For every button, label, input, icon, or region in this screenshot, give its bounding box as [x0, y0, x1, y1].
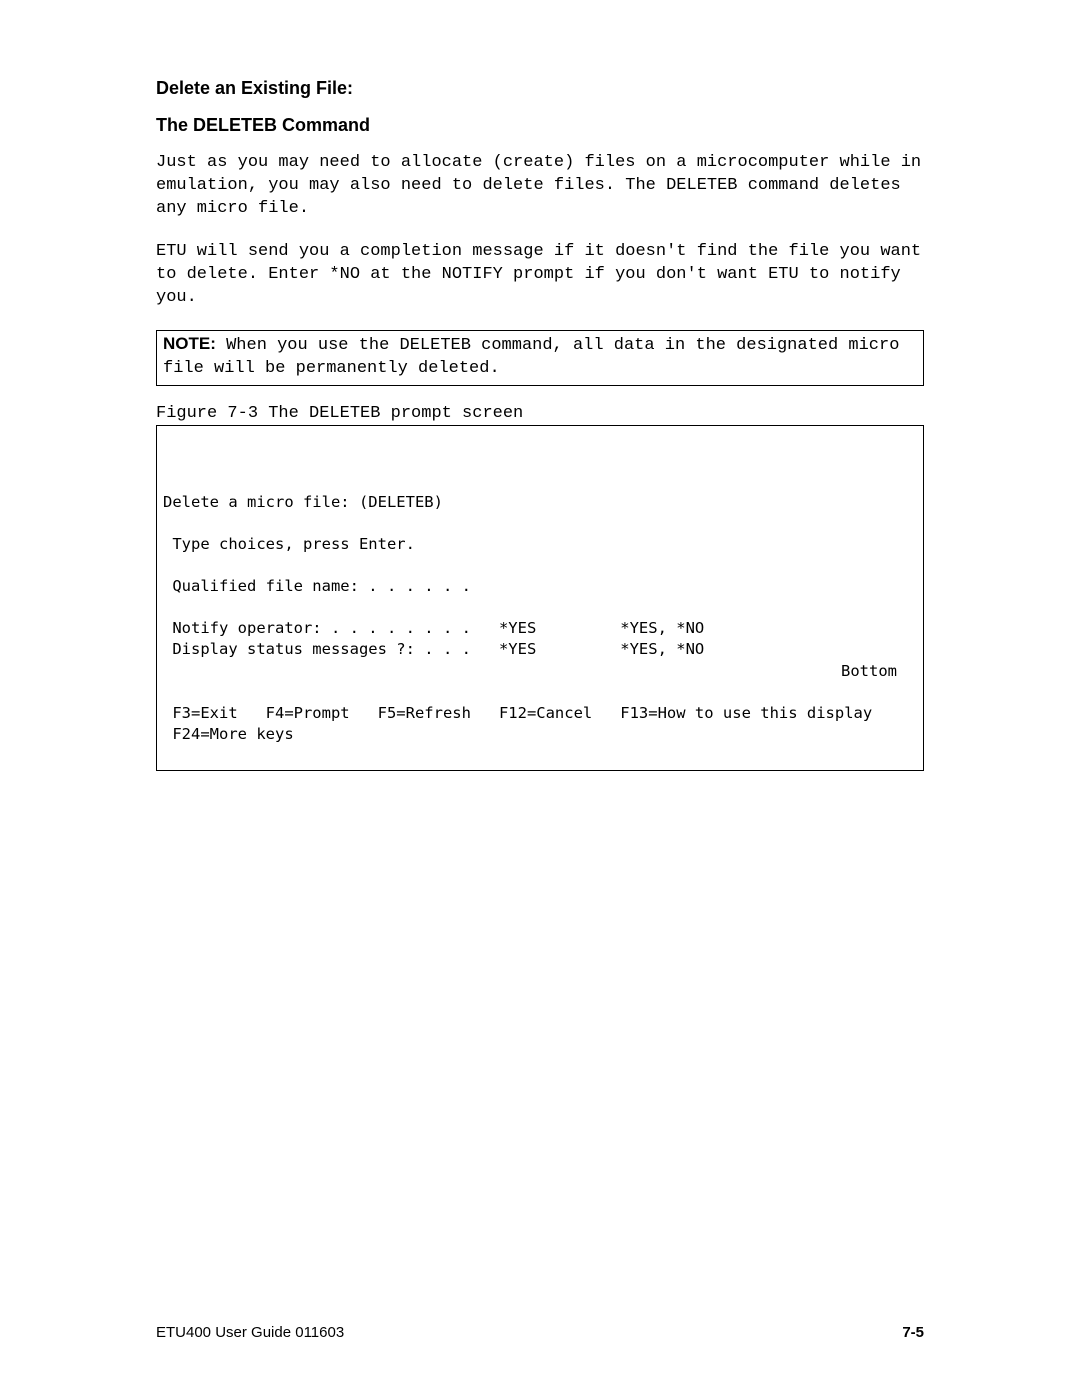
paragraph-2: ETU will send you a completion message i…: [156, 241, 924, 310]
screen-title: Delete a micro file: (DELETEB): [163, 493, 443, 511]
screen-fkeys-line1: F3=Exit F4=Prompt F5=Refresh F12=Cancel …: [163, 704, 872, 722]
figure-caption: Figure 7-3 The DELETEB prompt screen: [156, 404, 924, 423]
note-label: NOTE:: [163, 334, 216, 353]
screen-instruction: Type choices, press Enter.: [163, 535, 415, 553]
section-heading-1: Delete an Existing File:: [156, 78, 924, 99]
terminal-screen: Delete a micro file: (DELETEB) Type choi…: [156, 425, 924, 771]
note-text: When you use the DELETEB command, all da…: [163, 336, 899, 378]
note-box: NOTE: When you use the DELETEB command, …: [156, 330, 924, 386]
screen-field-notify: Notify operator: . . . . . . . . *YES *Y…: [163, 619, 704, 637]
paragraph-1: Just as you may need to allocate (create…: [156, 152, 924, 221]
screen-field-filename: Qualified file name: . . . . . .: [163, 577, 471, 595]
document-page: Delete an Existing File: The DELETEB Com…: [0, 0, 1080, 1397]
footer-page-number: 7-5: [902, 1324, 924, 1341]
screen-fkeys-line2: F24=More keys: [163, 725, 294, 743]
page-footer: ETU400 User Guide 011603 7-5: [156, 1324, 924, 1341]
footer-left: ETU400 User Guide 011603: [156, 1324, 344, 1341]
section-heading-2: The DELETEB Command: [156, 115, 924, 136]
screen-bottom-indicator: Bottom: [163, 661, 917, 682]
